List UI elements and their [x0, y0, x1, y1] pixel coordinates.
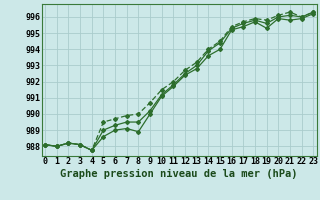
- X-axis label: Graphe pression niveau de la mer (hPa): Graphe pression niveau de la mer (hPa): [60, 169, 298, 179]
